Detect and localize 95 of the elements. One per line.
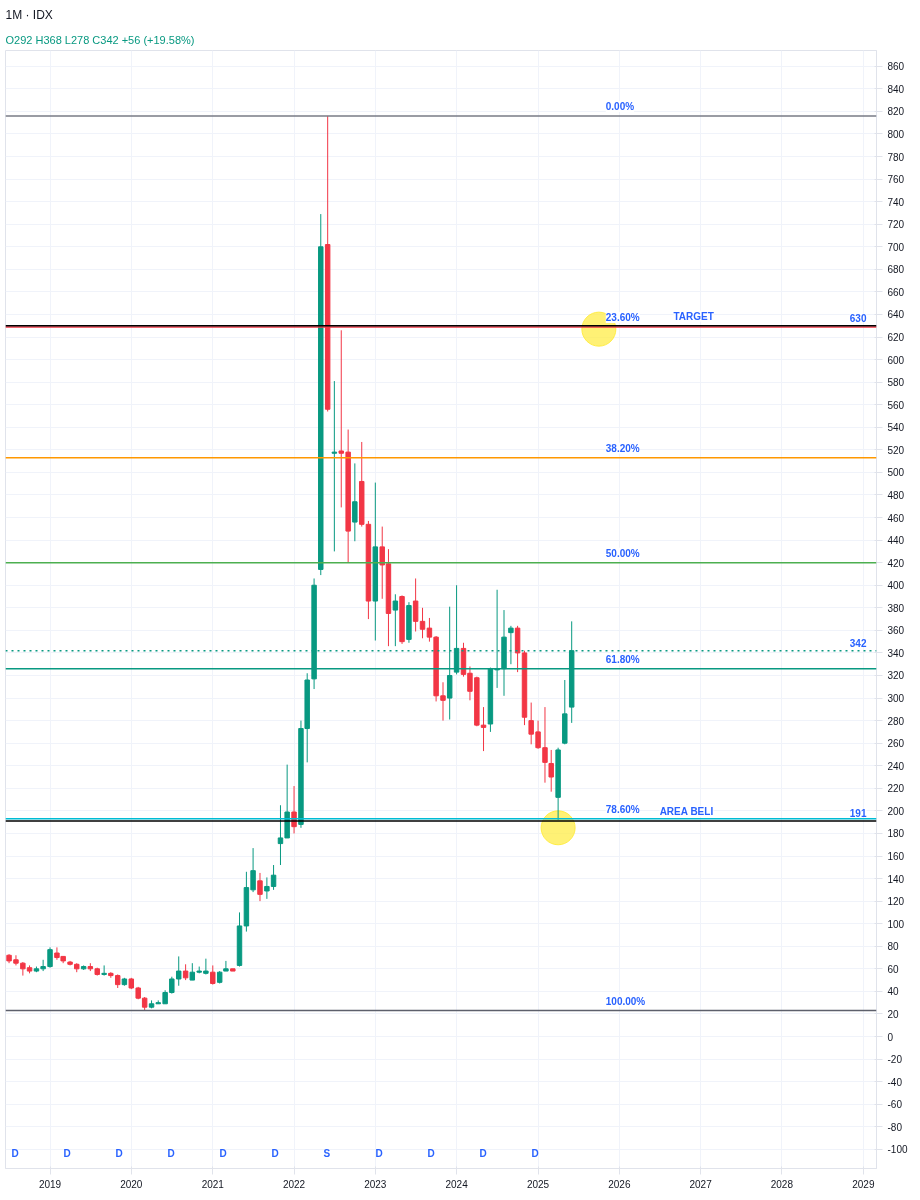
y-tick-label: 460 bbox=[887, 512, 905, 524]
chart-subtitle: O292 H368 L278 C342 +56 (+19.58%) bbox=[5, 33, 195, 46]
annotation: D bbox=[115, 1147, 123, 1159]
x-tick-label: 2023 bbox=[364, 1178, 387, 1190]
y-tick-label: 480 bbox=[887, 489, 905, 501]
y-tick-label: 240 bbox=[887, 760, 905, 772]
annotation: 630 bbox=[849, 312, 867, 324]
y-tick-label: 280 bbox=[887, 715, 905, 727]
candlestick bbox=[101, 964, 107, 977]
y-tick-label: 340 bbox=[887, 647, 905, 659]
x-tick-label: 2019 bbox=[38, 1178, 62, 1190]
y-tick-label: 0 bbox=[887, 1031, 894, 1043]
annotation: 0.00% bbox=[605, 100, 635, 112]
y-tick-label: 260 bbox=[887, 738, 905, 750]
candlestick bbox=[412, 577, 419, 632]
annotation: D bbox=[427, 1147, 435, 1159]
y-tick-label: 300 bbox=[887, 693, 905, 705]
candlestick bbox=[210, 964, 216, 986]
chart-title: 1M · IDX bbox=[5, 7, 53, 22]
x-tick-label: 2024 bbox=[445, 1178, 469, 1190]
y-tick-label: 700 bbox=[887, 241, 905, 253]
y-tick-label: 760 bbox=[887, 174, 905, 186]
y-tick-label: 360 bbox=[887, 625, 905, 637]
y-tick-label: 560 bbox=[887, 399, 905, 411]
y-tick-label: 840 bbox=[887, 83, 905, 95]
y-tick-label: 500 bbox=[887, 467, 905, 479]
y-tick-label: 20 bbox=[887, 1008, 900, 1020]
y-tick-label: 820 bbox=[887, 106, 905, 118]
y-tick-label: 600 bbox=[887, 354, 905, 366]
y-tick-label: 320 bbox=[887, 670, 905, 682]
x-tick-label: 2020 bbox=[120, 1178, 143, 1190]
annotation: 100.00% bbox=[605, 995, 646, 1007]
y-tick-label: 520 bbox=[887, 444, 905, 456]
annotation: S bbox=[323, 1147, 331, 1159]
y-tick-label: 220 bbox=[887, 783, 905, 795]
y-tick-label: 800 bbox=[887, 128, 905, 140]
y-tick-label: -20 bbox=[887, 1054, 903, 1066]
y-tick-label: 80 bbox=[887, 941, 900, 953]
annotation: D bbox=[479, 1147, 487, 1159]
y-tick-label: 640 bbox=[887, 309, 905, 321]
y-tick-label: 680 bbox=[887, 264, 905, 276]
x-tick-label: 2022 bbox=[282, 1178, 306, 1190]
candlestick bbox=[331, 380, 338, 552]
y-tick-label: 420 bbox=[887, 557, 905, 569]
y-tick-label: 780 bbox=[887, 151, 905, 163]
y-tick-label: 580 bbox=[887, 377, 905, 389]
annotation: D bbox=[219, 1147, 227, 1159]
y-tick-label: -100 bbox=[887, 1144, 908, 1156]
candlestick bbox=[419, 607, 426, 639]
annotation: D bbox=[167, 1147, 175, 1159]
y-tick-label: 860 bbox=[887, 61, 905, 73]
candlestick bbox=[548, 749, 554, 793]
y-tick-label: 620 bbox=[887, 332, 905, 344]
annotation: D bbox=[63, 1147, 71, 1159]
y-tick-label: 740 bbox=[887, 196, 905, 208]
annotation: AREA BELI bbox=[659, 806, 714, 818]
x-tick-label: 2028 bbox=[770, 1178, 794, 1190]
y-tick-label: 60 bbox=[887, 963, 900, 975]
y-tick-label: 160 bbox=[887, 851, 905, 862]
y-tick-label: 440 bbox=[887, 535, 905, 547]
annotation: D bbox=[271, 1147, 279, 1159]
x-tick-label: 2021 bbox=[201, 1178, 225, 1190]
annotation: 61.80% bbox=[605, 653, 640, 665]
annotation: TARGET bbox=[673, 310, 714, 322]
annotation: 78.60% bbox=[605, 803, 640, 815]
y-tick-label: 660 bbox=[887, 286, 905, 298]
annotation: D bbox=[375, 1147, 383, 1159]
x-tick-label: 2025 bbox=[526, 1178, 550, 1190]
candlestick bbox=[392, 593, 399, 647]
y-tick-label: -60 bbox=[887, 1099, 903, 1111]
y-tick-label: 100 bbox=[887, 918, 905, 930]
candlestick bbox=[352, 462, 358, 542]
annotation: 50.00% bbox=[605, 547, 640, 559]
annotation: 38.20% bbox=[605, 442, 640, 454]
y-tick-label: 180 bbox=[887, 828, 905, 840]
y-tick-label: 200 bbox=[887, 805, 905, 817]
annotation: 23.60% bbox=[605, 311, 640, 323]
y-tick-label: -80 bbox=[887, 1121, 903, 1133]
annotation: D bbox=[531, 1147, 539, 1159]
x-tick-label: 2026 bbox=[608, 1178, 631, 1190]
x-tick-label: 2029 bbox=[852, 1178, 875, 1190]
y-tick-label: -40 bbox=[887, 1076, 903, 1088]
y-tick-label: 120 bbox=[887, 896, 905, 908]
y-tick-label: 140 bbox=[887, 873, 905, 885]
candlestick bbox=[257, 872, 263, 902]
y-tick-label: 540 bbox=[887, 422, 905, 434]
candlestick bbox=[223, 960, 229, 972]
y-tick-label: 400 bbox=[887, 580, 905, 592]
x-tick-label: 2027 bbox=[689, 1178, 713, 1190]
annotation: 191 bbox=[849, 808, 867, 820]
annotation: 342 bbox=[849, 637, 867, 649]
y-tick-label: 40 bbox=[887, 986, 900, 998]
y-tick-label: 720 bbox=[887, 219, 905, 231]
annotation: D bbox=[11, 1147, 19, 1159]
y-tick-label: 380 bbox=[887, 602, 905, 614]
